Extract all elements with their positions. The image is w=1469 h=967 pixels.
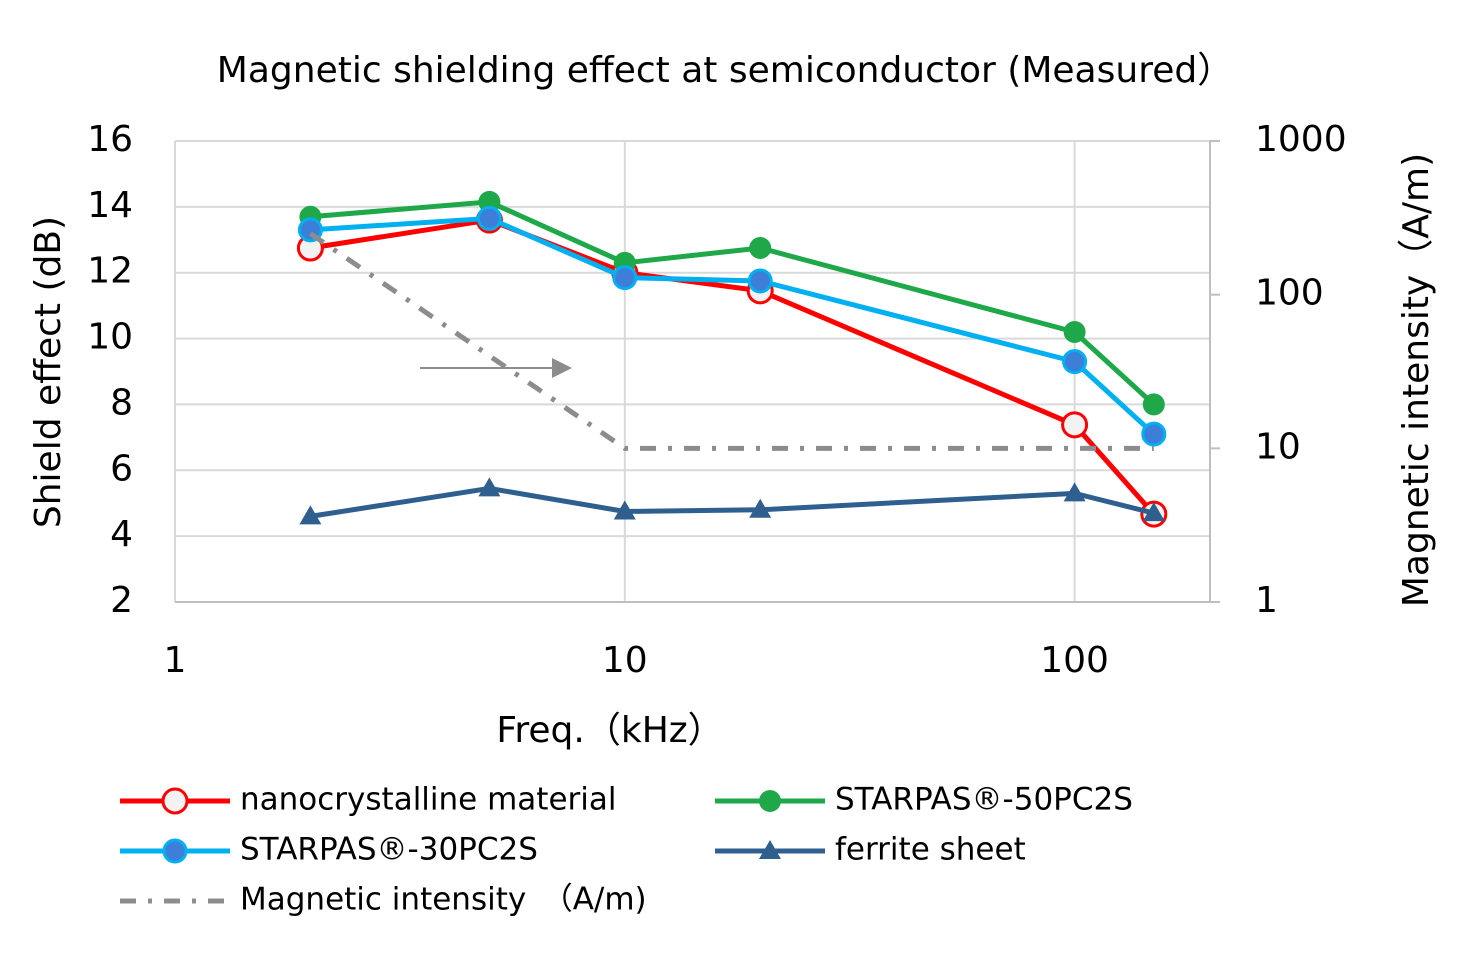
y2-tick-label: 1000 <box>1255 119 1347 160</box>
legend-label: nanocrystalline material <box>240 782 617 818</box>
y-tick-label: 8 <box>110 382 133 423</box>
legend-label: Magnetic intensity （A/m) <box>240 882 647 918</box>
point <box>476 205 502 231</box>
point <box>161 787 189 815</box>
x-tick-label: 10 <box>602 640 648 681</box>
point <box>162 838 188 864</box>
point <box>759 790 781 812</box>
point <box>613 500 636 520</box>
x-tick-label: 1 <box>164 640 187 681</box>
point <box>299 505 322 525</box>
series-line <box>310 199 1156 407</box>
point <box>1141 421 1167 447</box>
y-tick-label: 2 <box>110 580 133 621</box>
point <box>749 498 772 518</box>
point <box>1142 393 1165 416</box>
legend-label: ferrite sheet <box>835 832 1026 868</box>
point <box>1061 411 1089 439</box>
y-tick-label: 16 <box>87 119 133 160</box>
series-line <box>308 231 1154 451</box>
y-axis-title: Shield effect (dB) <box>28 216 69 528</box>
point <box>759 840 781 859</box>
legend-label: STARPAS®-50PC2S <box>835 782 1133 818</box>
y2-tick-label: 100 <box>1255 273 1324 314</box>
series-line <box>310 485 1155 519</box>
x-tick-label: 100 <box>1040 640 1109 681</box>
legend-label: STARPAS®-30PC2S <box>240 832 538 868</box>
point <box>747 268 773 294</box>
point <box>1063 320 1086 343</box>
y2-tick-label: 10 <box>1255 426 1301 467</box>
y-tick-label: 10 <box>87 317 133 358</box>
point <box>1063 482 1086 502</box>
y-tick-label: 12 <box>87 251 133 292</box>
point <box>612 265 638 291</box>
point <box>1062 349 1088 375</box>
x-axis-title: Freq.（kHz） <box>496 710 723 751</box>
y-tick-label: 4 <box>110 514 133 555</box>
y-tick-label: 6 <box>110 448 133 489</box>
point <box>478 477 501 497</box>
chart-title: Magnetic shielding effect at semiconduct… <box>217 50 1233 91</box>
y-tick-label: 14 <box>87 185 133 226</box>
series-line <box>310 215 1156 436</box>
point <box>1142 502 1165 522</box>
point <box>749 237 772 260</box>
y2-tick-label: 1 <box>1255 580 1278 621</box>
y2-axis-title: Magnetic intensity（A/m) <box>1396 153 1437 607</box>
